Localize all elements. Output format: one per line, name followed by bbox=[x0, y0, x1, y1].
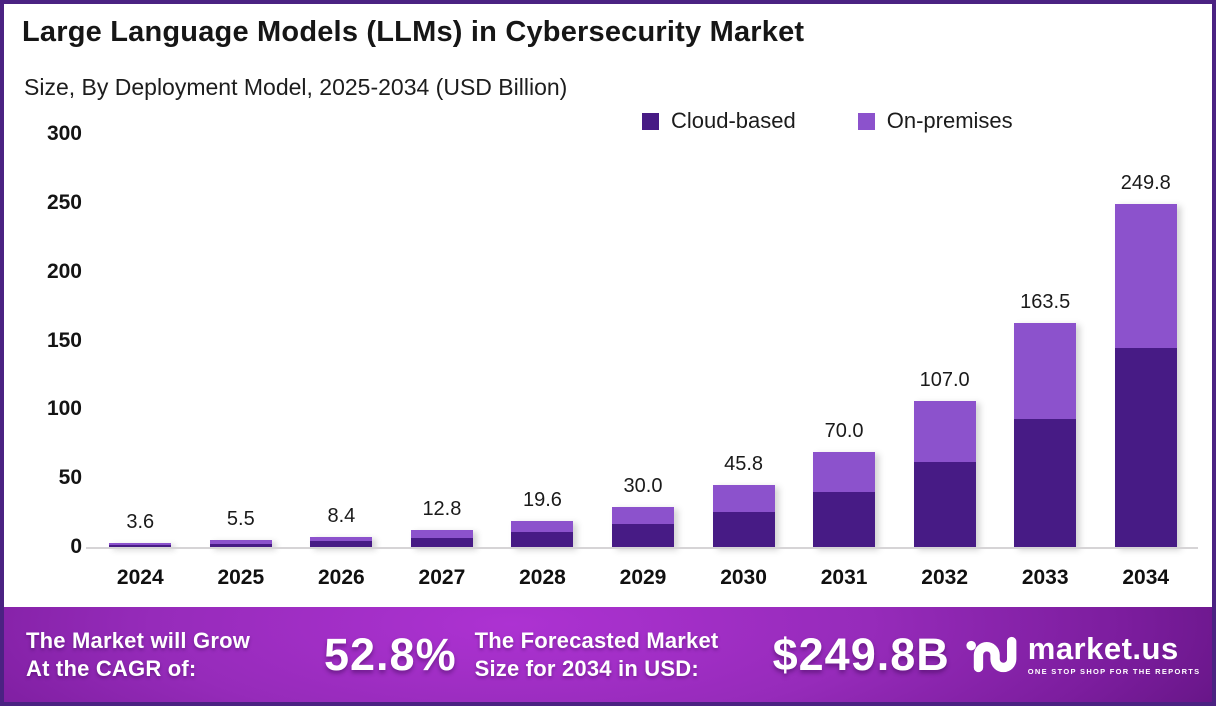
bar-segment-on-premises bbox=[410, 530, 473, 538]
stacked-bar bbox=[410, 530, 473, 548]
bar-segment-on-premises bbox=[813, 451, 876, 493]
brand-tagline: ONE STOP SHOP FOR THE REPORTS bbox=[1027, 667, 1201, 677]
stacked-bar bbox=[310, 536, 373, 548]
stacked-bar bbox=[1114, 204, 1177, 548]
x-tick-label-2027: 2027 bbox=[418, 566, 466, 589]
stacked-bar bbox=[612, 506, 674, 548]
plot-area: 3.6 5.5 8.4 12.8 19.6 30.0 45.8 70.0 107.0 163.5 2… bbox=[90, 135, 1196, 548]
x-tick-label-2034: 2034 bbox=[1122, 566, 1170, 589]
bar-total-label: 107.0 bbox=[919, 368, 970, 391]
bar-segment-on-premises bbox=[310, 536, 373, 542]
bar-segment-cloud-based bbox=[612, 524, 674, 548]
y-tick-label: 0 bbox=[70, 535, 82, 558]
cagr-label: The Market will Grow At the CAGR of: bbox=[26, 628, 251, 681]
x-tick-label-2032: 2032 bbox=[921, 566, 968, 589]
bar-column-2034: 249.8 bbox=[1095, 135, 1196, 548]
x-tick-label-2026: 2026 bbox=[318, 566, 365, 589]
bar-segment-cloud-based bbox=[310, 541, 373, 548]
cagr-value: 52.8% bbox=[324, 628, 457, 680]
bar-total-label: 249.8 bbox=[1120, 172, 1171, 195]
bar-total-label: 163.5 bbox=[1020, 290, 1071, 313]
brand-logo: market.us ONE STOP SHOP FOR THE REPORTS bbox=[966, 633, 1201, 677]
y-tick-label: 100 bbox=[46, 397, 82, 421]
bar-segment-cloud-based bbox=[511, 532, 574, 548]
y-tick-label: 250 bbox=[46, 190, 82, 214]
legend-item-cloud-based: Cloud-based bbox=[642, 108, 796, 134]
x-tick-label-2030: 2030 bbox=[720, 566, 767, 589]
stacked-bar bbox=[511, 521, 574, 548]
y-tick-label: 200 bbox=[46, 259, 82, 283]
x-tick-label-2025: 2025 bbox=[217, 566, 265, 589]
bar-segment-on-premises bbox=[712, 484, 775, 513]
stacked-bar bbox=[813, 451, 876, 548]
forecast-value: $249.8B bbox=[772, 628, 950, 680]
bar-segment-cloud-based bbox=[1014, 418, 1077, 548]
x-tick-label-2024: 2024 bbox=[116, 566, 164, 589]
bar-total-label: 30.0 bbox=[623, 474, 663, 497]
bar-segment-on-premises bbox=[109, 543, 172, 546]
bar-segment-on-premises bbox=[1014, 322, 1077, 419]
x-tick-label-2029: 2029 bbox=[619, 566, 667, 589]
x-tick-label-2033: 2033 bbox=[1021, 566, 1069, 589]
bar-total-label: 19.6 bbox=[522, 489, 562, 512]
bar-column-2026: 8.4 bbox=[291, 135, 392, 548]
bar-segment-cloud-based bbox=[712, 512, 775, 548]
y-tick-label: 50 bbox=[58, 466, 82, 490]
bar-segment-cloud-based bbox=[813, 492, 876, 548]
bar-segment-on-premises bbox=[612, 506, 674, 524]
stacked-bar bbox=[209, 540, 272, 548]
bar-column-2029: 30.0 bbox=[593, 135, 694, 548]
page-title: Large Language Models (LLMs) in Cybersec… bbox=[22, 16, 805, 48]
forecast-label: The Forecasted Market Size for 2034 in U… bbox=[474, 628, 719, 681]
x-axis: 2024 2025 2026 2027 2028 2029 2030 2031 2032 2033… bbox=[90, 566, 1196, 590]
y-tick-label: 150 bbox=[46, 328, 82, 352]
legend-item-on-premises: On-premises bbox=[857, 108, 1013, 134]
x-tick-label-2028: 2028 bbox=[519, 566, 566, 589]
y-tick-label: 300 bbox=[46, 122, 82, 145]
bar-column-2033: 163.5 bbox=[995, 135, 1096, 548]
bar-total-label: 45.8 bbox=[724, 452, 764, 475]
legend-label: On-premises bbox=[886, 108, 1013, 133]
bar-column-2027: 12.8 bbox=[392, 135, 493, 548]
page-subtitle: Size, By Deployment Model, 2025-2034 (US… bbox=[24, 74, 568, 100]
bar-total-label: 70.0 bbox=[824, 419, 864, 442]
bar-segment-cloud-based bbox=[209, 543, 272, 548]
bar-segment-cloud-based bbox=[913, 462, 976, 548]
bar-segment-cloud-based bbox=[109, 545, 172, 548]
bar-column-2032: 107.0 bbox=[894, 135, 995, 548]
bar-segment-cloud-based bbox=[410, 537, 473, 548]
bar-total-label: 8.4 bbox=[327, 504, 356, 527]
bar-column-2024: 3.6 bbox=[90, 135, 191, 548]
bar-segment-cloud-based bbox=[1114, 348, 1177, 548]
stacked-bar bbox=[109, 543, 172, 548]
bar-column-2031: 70.0 bbox=[794, 135, 895, 548]
stacked-bar bbox=[913, 400, 976, 548]
legend-swatch-on-premises bbox=[857, 112, 875, 130]
legend-label: Cloud-based bbox=[671, 108, 796, 133]
bar-total-label: 3.6 bbox=[126, 511, 155, 534]
bar-segment-on-premises bbox=[913, 400, 976, 463]
market-us-logo-icon bbox=[966, 636, 1017, 672]
bar-total-label: 12.8 bbox=[422, 498, 462, 521]
brand-text: market.us ONE STOP SHOP FOR THE REPORTS bbox=[1028, 633, 1201, 676]
bar-segment-on-premises bbox=[1114, 204, 1177, 349]
brand-name: market.us bbox=[1027, 631, 1179, 667]
bar-segment-on-premises bbox=[209, 540, 272, 544]
stacked-bar bbox=[712, 484, 775, 548]
legend-swatch-cloud-based bbox=[642, 112, 659, 130]
bar-segment-on-premises bbox=[511, 521, 574, 533]
bar-column-2028: 19.6 bbox=[492, 135, 593, 548]
bar-column-2025: 5.5 bbox=[191, 135, 292, 548]
footer-banner: The Market will Grow At the CAGR of: 52.… bbox=[4, 607, 1212, 702]
x-tick-label-2031: 2031 bbox=[820, 566, 868, 589]
bar-column-2030: 45.8 bbox=[693, 135, 794, 548]
bar-total-label: 5.5 bbox=[226, 508, 255, 531]
chart-legend: Cloud-based On-premises bbox=[642, 108, 1013, 134]
x-axis-baseline bbox=[86, 547, 1198, 549]
stacked-bar bbox=[1014, 322, 1077, 548]
